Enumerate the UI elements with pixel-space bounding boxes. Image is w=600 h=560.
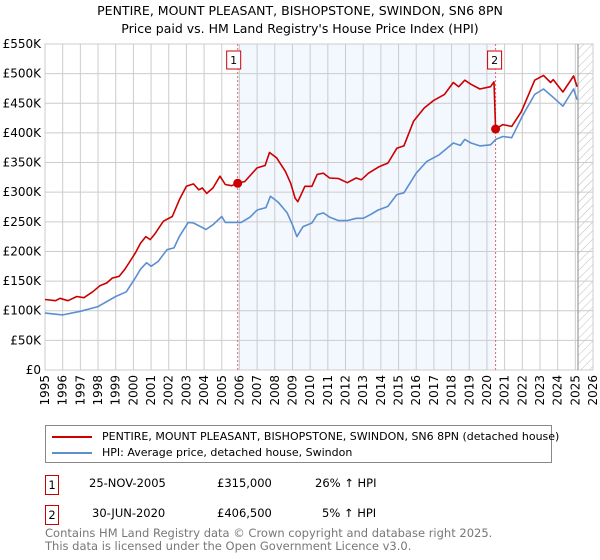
legend-item-hpi: HPI: Average price, detached house, Swin… (52, 446, 352, 459)
y-tick-label: £300K (3, 185, 43, 199)
ownership-shaded-region (237, 44, 496, 370)
footer-copyright: Contains HM Land Registry data © Crown c… (45, 526, 493, 540)
x-tick-label: 2006 (232, 375, 246, 406)
y-tick-label: £100K (3, 304, 43, 318)
future-hatched-region (577, 44, 593, 370)
x-tick-label: 1997 (73, 375, 87, 406)
sale-date: 25-NOV-2005 (89, 476, 166, 490)
sale-price: £406,500 (217, 506, 272, 520)
x-tick-label: 1999 (109, 375, 123, 406)
legend-item-property: PENTIRE, MOUNT PLEASANT, BISHOPSTONE, SW… (52, 430, 559, 443)
sale-hpi-delta: 5% ↑ HPI (322, 506, 377, 520)
x-tick-label: 2004 (197, 375, 211, 406)
x-tick-label: 2000 (126, 375, 140, 406)
x-tick-label: 2018 (445, 375, 459, 406)
x-tick-label: 2014 (374, 375, 388, 406)
legend-label-property: PENTIRE, MOUNT PLEASANT, BISHOPSTONE, SW… (102, 430, 560, 443)
x-tick-label: 2025 (568, 375, 582, 406)
y-tick-label: £200K (3, 244, 43, 258)
y-tick-label: £50K (10, 333, 42, 347)
sale-point (233, 178, 243, 188)
sale-marker-badge: 1 (45, 475, 59, 495)
x-tick-label: 2023 (533, 375, 547, 406)
sale-annotation-label: 2 (491, 54, 498, 67)
x-tick-label: 2024 (551, 375, 565, 406)
x-tick-label: 2007 (250, 375, 264, 406)
x-tick-label: 2013 (356, 375, 370, 406)
x-tick-label: 2022 (515, 375, 529, 406)
y-tick-label: £0 (26, 363, 41, 377)
blue-line-swatch (52, 451, 92, 454)
sale-marker-badge: 2 (45, 505, 59, 525)
property-series-line (44, 74, 578, 302)
legend: PENTIRE, MOUNT PLEASANT, BISHOPSTONE, SW… (45, 425, 559, 463)
legend-label-hpi: HPI: Average price, detached house, Swin… (102, 446, 353, 459)
x-tick-label: 2012 (339, 375, 353, 406)
sale-date: 30-JUN-2020 (92, 506, 166, 520)
y-tick-label: £250K (3, 215, 43, 229)
y-tick-label: £550K (3, 37, 43, 51)
sale-annotation-box (487, 50, 503, 70)
y-tick-label: £400K (3, 126, 43, 140)
x-tick-label: 2005 (215, 375, 229, 406)
chart-title: PENTIRE, MOUNT PLEASANT, BISHOPSTONE, SW… (97, 3, 503, 18)
x-tick-label: 1998 (91, 375, 105, 406)
x-tick-label: 2002 (162, 375, 176, 406)
x-tick-label: 2010 (303, 375, 317, 406)
sale-annotation-label: 1 (230, 54, 237, 67)
x-tick-label: 1995 (38, 375, 52, 406)
y-tick-label: £350K (3, 156, 43, 170)
x-tick-label: 2016 (409, 375, 423, 406)
plot-border (44, 43, 594, 371)
sale-hpi-delta: 26% ↑ HPI (315, 476, 377, 490)
hpi-series-line (44, 88, 578, 316)
y-tick-label: £150K (3, 274, 43, 288)
x-tick-label: 2001 (144, 375, 158, 406)
x-tick-label: 2017 (427, 375, 441, 406)
x-tick-label: 2026 (586, 375, 600, 406)
y-tick-label: £500K (3, 67, 43, 81)
footer-licence: This data is licensed under the Open Gov… (45, 539, 412, 553)
footer: Contains HM Land Registry data © Crown c… (45, 527, 492, 553)
red-line-swatch (52, 435, 92, 438)
x-tick-label: 2003 (179, 375, 193, 406)
x-tick-label: 1996 (56, 375, 70, 406)
sale-price: £315,000 (217, 476, 272, 490)
x-tick-label: 2021 (498, 375, 512, 406)
x-tick-label: 2011 (321, 375, 335, 406)
y-tick-label: £450K (3, 96, 43, 110)
x-tick-label: 2015 (392, 375, 406, 406)
x-tick-label: 2009 (285, 375, 299, 406)
sale-annotation-box (226, 50, 242, 70)
x-tick-label: 2020 (480, 375, 494, 406)
sale-point (491, 124, 501, 134)
x-tick-label: 2008 (268, 375, 282, 406)
price-chart: PENTIRE, MOUNT PLEASANT, BISHOPSTONE, SW… (3, 3, 600, 406)
chart-subtitle: Price paid vs. HM Land Registry's House … (121, 21, 478, 36)
x-tick-label: 2019 (462, 375, 476, 406)
